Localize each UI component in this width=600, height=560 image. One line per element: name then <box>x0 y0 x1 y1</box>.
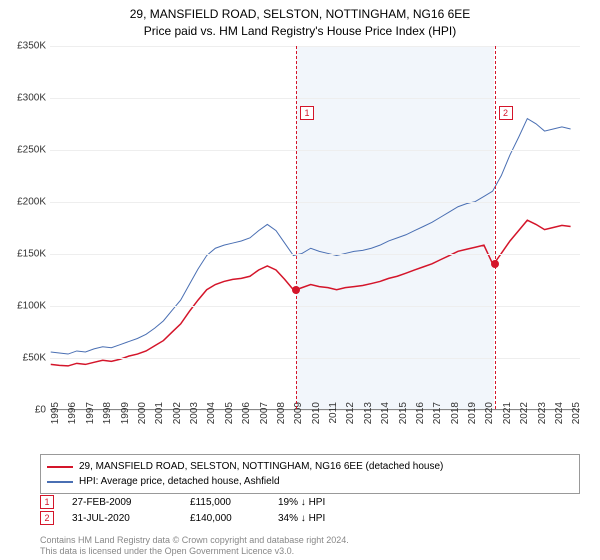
x-tick-label: 1998 <box>102 402 113 424</box>
gridline-h <box>50 358 580 359</box>
x-tick-label: 2003 <box>189 402 200 424</box>
x-tick-label: 2001 <box>154 402 165 424</box>
title-block: 29, MANSFIELD ROAD, SELSTON, NOTTINGHAM,… <box>0 0 600 40</box>
event-price: £140,000 <box>190 513 260 524</box>
footer: Contains HM Land Registry data © Crown c… <box>40 535 349 558</box>
x-tick-label: 2000 <box>137 402 148 424</box>
x-tick-label: 2016 <box>415 402 426 424</box>
legend-swatch <box>47 481 73 483</box>
price-dot <box>292 286 300 294</box>
legend-row: HPI: Average price, detached house, Ashf… <box>47 474 573 489</box>
x-tick-label: 1997 <box>85 402 96 424</box>
footer-line-1: Contains HM Land Registry data © Crown c… <box>40 535 349 547</box>
gridline-h <box>50 150 580 151</box>
x-tick-label: 2010 <box>311 402 322 424</box>
events-table: 1 27-FEB-2009 £115,000 19% ↓ HPI 2 31-JUL-202… <box>40 494 580 526</box>
title-line-2: Price paid vs. HM Land Registry's House … <box>0 23 600 40</box>
event-marker-label: 1 <box>300 106 314 120</box>
x-tick-label: 2008 <box>276 402 287 424</box>
gridline-h <box>50 202 580 203</box>
x-tick-label: 2019 <box>467 402 478 424</box>
x-tick-label: 2002 <box>172 402 183 424</box>
series-hpi <box>51 119 571 354</box>
event-number-box: 2 <box>40 511 54 525</box>
legend-label: 29, MANSFIELD ROAD, SELSTON, NOTTINGHAM,… <box>79 459 443 474</box>
x-tick-label: 2018 <box>450 402 461 424</box>
gridline-h <box>50 254 580 255</box>
x-tick-label: 2009 <box>293 402 304 424</box>
legend-swatch <box>47 466 73 468</box>
x-tick-label: 2011 <box>328 402 339 424</box>
event-marker-line <box>296 46 297 409</box>
x-tick-label: 1999 <box>120 402 131 424</box>
legend-row: 29, MANSFIELD ROAD, SELSTON, NOTTINGHAM,… <box>47 459 573 474</box>
event-date: 31-JUL-2020 <box>72 513 172 524</box>
event-row: 2 31-JUL-2020 £140,000 34% ↓ HPI <box>40 510 580 526</box>
chart-plot-area: £0£50K£100K£150K£200K£250K£300K£350K1995… <box>50 46 580 410</box>
event-date: 27-FEB-2009 <box>72 497 172 508</box>
x-tick-label: 2021 <box>502 402 513 424</box>
price-dot <box>491 260 499 268</box>
chart-svg <box>50 46 580 409</box>
gridline-h <box>50 306 580 307</box>
gridline-h <box>50 98 580 99</box>
legend-box: 29, MANSFIELD ROAD, SELSTON, NOTTINGHAM,… <box>40 454 580 494</box>
x-tick-label: 1995 <box>50 402 61 424</box>
event-row: 1 27-FEB-2009 £115,000 19% ↓ HPI <box>40 494 580 510</box>
x-tick-label: 2022 <box>519 402 530 424</box>
x-tick-label: 2007 <box>259 402 270 424</box>
y-tick-label: £100K <box>0 301 46 312</box>
gridline-h <box>50 46 580 47</box>
x-tick-label: 2013 <box>363 402 374 424</box>
y-tick-label: £350K <box>0 41 46 52</box>
x-tick-label: 1996 <box>67 402 78 424</box>
y-tick-label: £0 <box>0 405 46 416</box>
title-line-1: 29, MANSFIELD ROAD, SELSTON, NOTTINGHAM,… <box>0 6 600 23</box>
x-tick-label: 2025 <box>571 402 582 424</box>
x-tick-label: 2014 <box>380 402 391 424</box>
y-tick-label: £200K <box>0 197 46 208</box>
footer-line-2: This data is licensed under the Open Gov… <box>40 546 349 558</box>
legend-label: HPI: Average price, detached house, Ashf… <box>79 474 280 489</box>
x-tick-label: 2006 <box>241 402 252 424</box>
event-number-box: 1 <box>40 495 54 509</box>
series-property <box>51 220 571 366</box>
event-delta: 19% ↓ HPI <box>278 497 325 508</box>
event-marker-label: 2 <box>499 106 513 120</box>
x-tick-label: 2004 <box>206 402 217 424</box>
event-marker-line <box>495 46 496 409</box>
y-tick-label: £150K <box>0 249 46 260</box>
event-delta: 34% ↓ HPI <box>278 513 325 524</box>
y-tick-label: £250K <box>0 145 46 156</box>
x-tick-label: 2024 <box>554 402 565 424</box>
y-tick-label: £50K <box>0 353 46 364</box>
event-price: £115,000 <box>190 497 260 508</box>
y-tick-label: £300K <box>0 93 46 104</box>
x-tick-label: 2015 <box>398 402 409 424</box>
x-tick-label: 2005 <box>224 402 235 424</box>
chart-container: 29, MANSFIELD ROAD, SELSTON, NOTTINGHAM,… <box>0 0 600 560</box>
x-tick-label: 2017 <box>432 402 443 424</box>
x-tick-label: 2023 <box>537 402 548 424</box>
x-tick-label: 2012 <box>345 402 356 424</box>
